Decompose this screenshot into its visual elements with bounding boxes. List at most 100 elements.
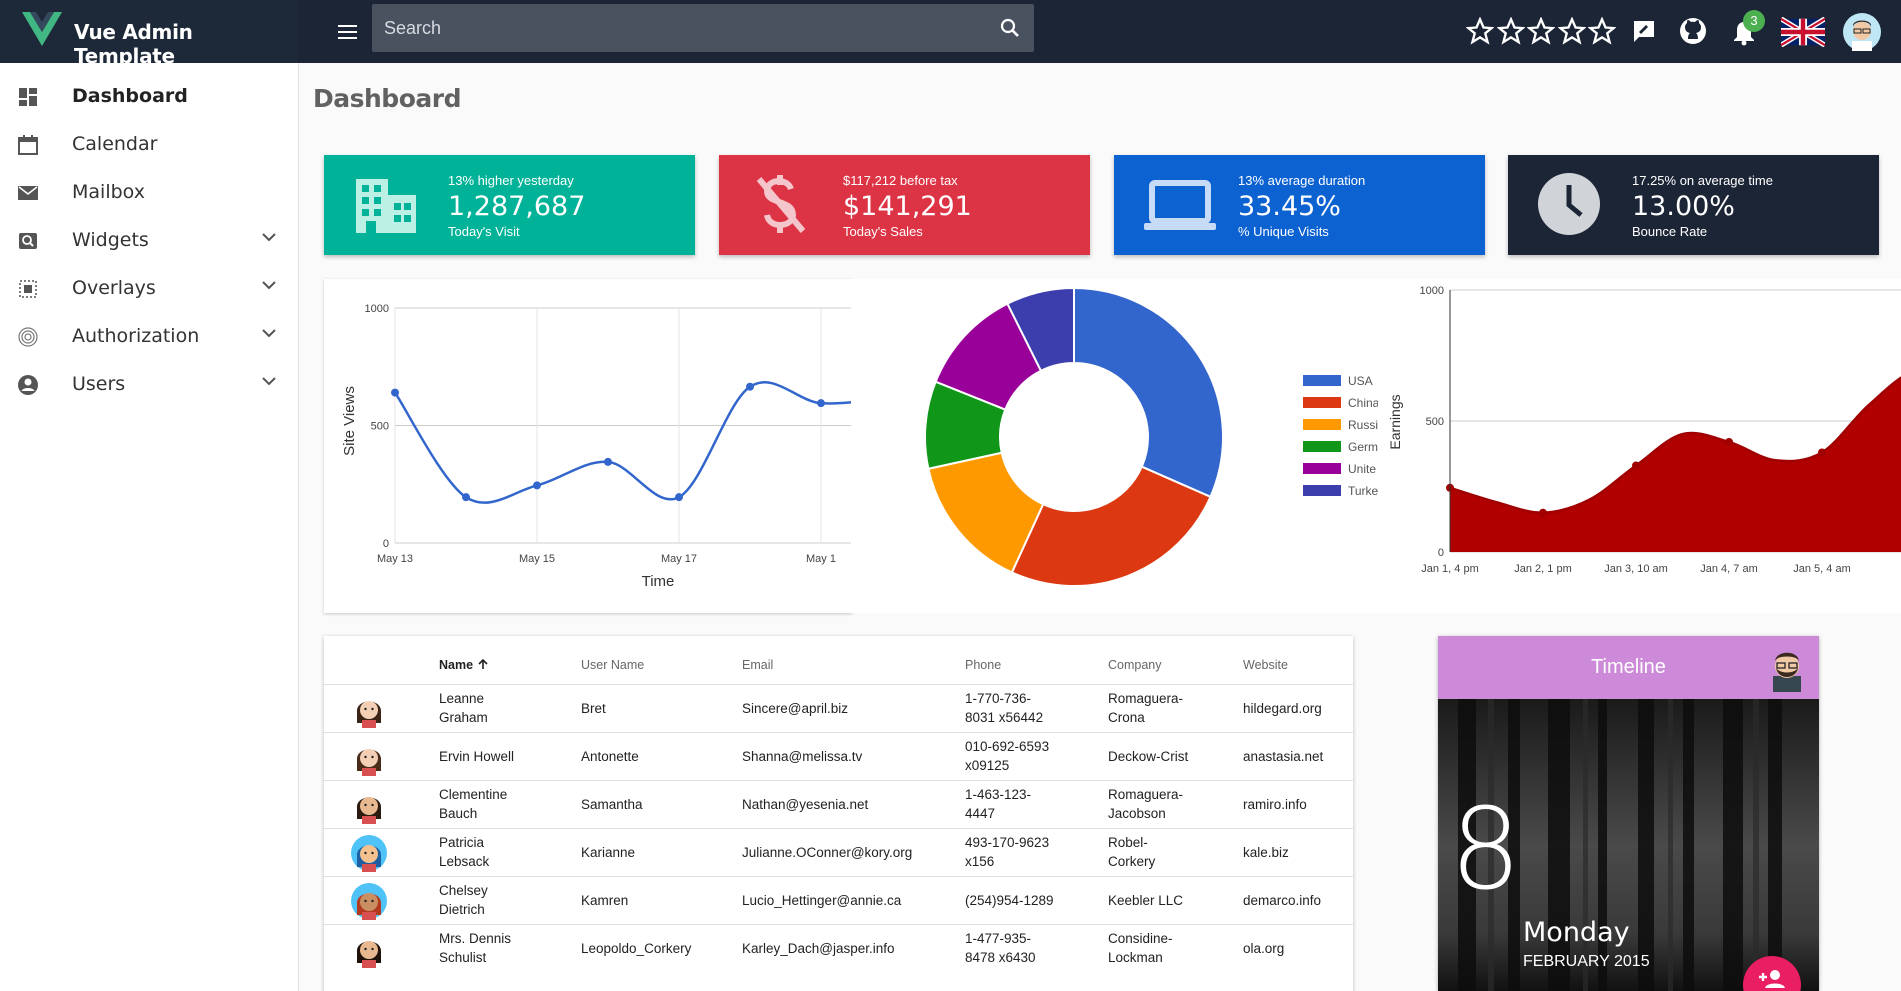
sidebar-item-mailbox[interactable]: Mailbox (0, 168, 298, 216)
data-point (1632, 461, 1640, 470)
overlays-icon (19, 280, 37, 298)
star-icon[interactable] (1466, 17, 1494, 45)
series-area (1450, 377, 1901, 552)
stat-card-sales: $117,212 before tax $141,291 Today's Sal… (719, 155, 1090, 255)
x-tick-label: May 1 (806, 553, 836, 565)
add-user-button[interactable] (1743, 956, 1801, 991)
timeline-weekday: Monday (1523, 917, 1630, 948)
users-table: Name User Name Email Phone Company Websi… (324, 636, 1353, 991)
cell-line: 1-477-935- (965, 931, 1032, 946)
cell-name: Chelsey Dietrich (439, 881, 488, 919)
person-add-icon (1759, 970, 1785, 988)
cell-line: x09125 (965, 758, 1010, 773)
stat-card-unique-visits: 13% average duration 33.45% % Unique Vis… (1114, 155, 1485, 255)
cell-website: anastasia.net (1243, 749, 1324, 764)
stat-label: Bounce Rate (1632, 224, 1708, 239)
forest-background-image (1438, 699, 1819, 991)
column-header-email[interactable]: Email (742, 658, 774, 672)
account-circle-icon (18, 375, 38, 395)
cell-name: Leanne Graham (439, 689, 488, 727)
cell-line: Keebler LLC (1108, 893, 1184, 908)
table-row[interactable]: Chelsey Dietrich Kamren Lucio_Hettinger@ann… (324, 876, 1353, 924)
site-views-line-chart: 0 500 1000 May 13 May 15 May 17 May 1 Time Site … (341, 303, 896, 590)
search-icon[interactable] (1000, 18, 1020, 38)
y-tick-label: 1000 (1420, 285, 1444, 297)
legend-label: Germ (1348, 440, 1378, 454)
sidebar-item-label: Calendar (72, 133, 158, 155)
star-icon[interactable] (1527, 17, 1555, 45)
column-header-company[interactable]: Company (1108, 658, 1162, 672)
legend-label: USA (1348, 374, 1373, 388)
data-point (746, 382, 754, 391)
column-header-phone[interactable]: Phone (965, 658, 1002, 672)
stat-value: 1,287,687 (448, 191, 586, 222)
cell-phone: 1-463-123- 4447 (965, 785, 1031, 823)
uk-flag-icon[interactable] (1781, 17, 1825, 47)
stat-label: Today's Sales (843, 224, 923, 239)
chevron-down-icon (262, 329, 276, 338)
x-tick-label: Jan 4, 7 am (1700, 563, 1757, 575)
sidebar-item-label: Users (72, 373, 126, 395)
mail-icon (18, 186, 38, 200)
github-icon[interactable] (1679, 17, 1707, 45)
sidebar-item-calendar[interactable]: Calendar (0, 120, 298, 168)
user-avatar[interactable] (1843, 13, 1881, 51)
cell-company: Deckow-Crist (1108, 747, 1188, 766)
user-avatar (351, 691, 387, 728)
cell-line: Ervin Howell (439, 749, 515, 764)
star-icon[interactable] (1497, 17, 1525, 45)
sidebar-item-users[interactable]: Users (0, 360, 298, 408)
cell-email: Karley_Dach@jasper.info (742, 941, 895, 956)
cell-name: Clementine Bauch (439, 785, 507, 823)
timeline-card: Timeline (1438, 636, 1819, 991)
sidebar-item-authorization[interactable]: Authorization (0, 312, 298, 360)
column-header-website[interactable]: Website (1243, 658, 1288, 672)
widgets-icon (19, 233, 37, 249)
search-input[interactable] (384, 14, 984, 42)
table-row[interactable]: Mrs. Dennis Schulist Leopoldo_Corkery Karle… (324, 924, 1353, 972)
cell-line: Schulist (439, 950, 487, 965)
cell-line: Bauch (439, 806, 478, 821)
legend-label: Russi (1348, 418, 1378, 432)
user-avatar (351, 787, 387, 824)
table-row[interactable]: Ervin Howell Antonette Shanna@melissa.tv 01… (324, 732, 1353, 780)
stat-card-bounce-rate: 17.25% on average time 13.00% Bounce Rat… (1508, 155, 1879, 255)
timeline-cover: 8 Monday FEBRUARY 2015 (1438, 699, 1819, 991)
cell-line: Graham (439, 710, 488, 725)
star-icon[interactable] (1588, 17, 1616, 45)
sidebar-item-label: Mailbox (72, 181, 145, 203)
cell-username: Antonette (581, 749, 639, 764)
column-header-label: Name (439, 658, 474, 672)
data-point (462, 493, 470, 502)
sidebar-item-dashboard[interactable]: Dashboard (0, 72, 298, 120)
timeline-day-number: 8 (1450, 785, 1522, 915)
menu-icon[interactable] (334, 19, 362, 45)
data-point (675, 493, 683, 502)
star-icon[interactable] (1558, 17, 1586, 45)
stat-subtitle: 17.25% on average time (1632, 173, 1773, 188)
brand[interactable]: Vue Admin Template (0, 0, 298, 68)
column-header-username[interactable]: User Name (581, 658, 645, 672)
table-row[interactable]: Patricia Lebsack Karianne Julianne.OConner@… (324, 828, 1353, 876)
y-tick-label: 500 (371, 421, 389, 433)
cell-line: Chelsey (439, 883, 488, 898)
cell-email: Lucio_Hettinger@annie.ca (742, 893, 902, 908)
cell-company: Keebler LLC (1108, 891, 1183, 910)
cell-line: Deckow-Crist (1108, 749, 1189, 764)
vue-logo-icon (22, 12, 62, 46)
cell-company: Romaguera- Jacobson (1108, 785, 1183, 823)
cell-name: Ervin Howell (439, 747, 514, 766)
table-row[interactable]: Clementine Bauch Samantha Nathan@yesenia.ne… (324, 780, 1353, 828)
sidebar-item-widgets[interactable]: Widgets (0, 216, 298, 264)
feedback-icon[interactable] (1631, 18, 1657, 44)
table-row[interactable]: Leanne Graham Bret Sincere@april.biz 1-770-7… (324, 684, 1353, 732)
sidebar-item-label: Dashboard (72, 85, 188, 107)
sidebar-item-overlays[interactable]: Overlays (0, 264, 298, 312)
cell-line: Clementine (439, 787, 508, 802)
search-box (372, 4, 1034, 52)
column-header-name[interactable]: Name (439, 658, 489, 672)
notification-badge: 3 (1743, 10, 1765, 32)
site-views-chart-panel: 0 500 1000 May 13 May 15 May 17 May 1 Time Site … (324, 279, 896, 613)
cell-line: 1-463-123- (965, 787, 1032, 802)
money-off-icon (756, 175, 806, 233)
